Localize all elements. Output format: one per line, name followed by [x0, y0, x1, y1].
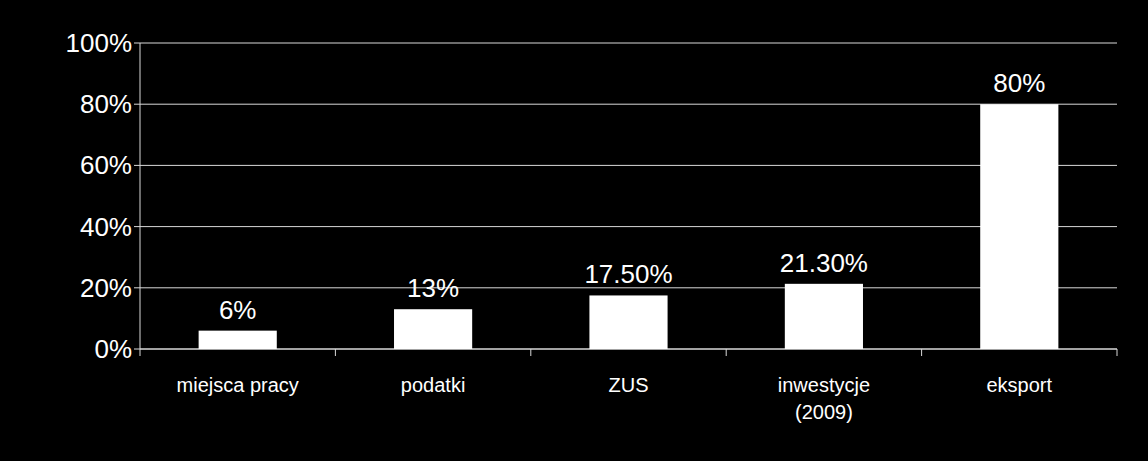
grid-line — [140, 165, 1117, 166]
background — [0, 0, 1148, 461]
y-tick-label: 20% — [80, 273, 132, 303]
y-tick-label: 40% — [80, 212, 132, 242]
y-tick-label: 60% — [80, 150, 132, 180]
y-tick-label: 100% — [66, 28, 133, 58]
chart-container: 0% 20% 40% 60% 80% 100% 6% 13% 17.50% 21.30% 80% mi… — [0, 0, 1148, 461]
x-tick-label: eksport — [987, 374, 1053, 396]
data-label: 6% — [219, 295, 257, 325]
y-axis — [140, 43, 141, 349]
grid — [134, 43, 1117, 349]
data-label: 80% — [993, 68, 1045, 98]
y-tick — [134, 287, 140, 288]
x-tick — [921, 349, 922, 356]
x-tick — [140, 349, 141, 356]
x-tick — [1117, 349, 1118, 356]
bar — [785, 284, 863, 349]
bar — [589, 295, 667, 349]
y-tick-label: 0% — [94, 334, 132, 364]
x-tick-label: inwestycje(2009) — [778, 374, 870, 423]
y-tick — [134, 104, 140, 105]
y-tick — [134, 165, 140, 166]
x-tick-label: ZUS — [609, 374, 649, 396]
grid-line — [140, 104, 1117, 105]
data-label: 13% — [407, 273, 459, 303]
y-tick-label: 80% — [80, 89, 132, 119]
x-tick-label: miejsca pracy — [177, 374, 299, 396]
x-tick — [335, 349, 336, 356]
y-tick — [134, 43, 140, 44]
y-tick — [134, 349, 140, 350]
bar — [980, 104, 1058, 349]
data-label: 21.30% — [780, 248, 868, 278]
x-tick — [530, 349, 531, 356]
bars — [199, 104, 1059, 349]
x-tick — [726, 349, 727, 356]
y-tick — [134, 226, 140, 227]
x-tick-label: podatki — [401, 374, 466, 396]
grid-line — [140, 226, 1117, 227]
chart-svg: 0% 20% 40% 60% 80% 100% 6% 13% 17.50% 21.30% 80% mi… — [0, 0, 1148, 461]
bar — [199, 331, 277, 349]
bar — [394, 309, 472, 349]
grid-line — [140, 43, 1117, 44]
data-label: 17.50% — [584, 259, 672, 289]
